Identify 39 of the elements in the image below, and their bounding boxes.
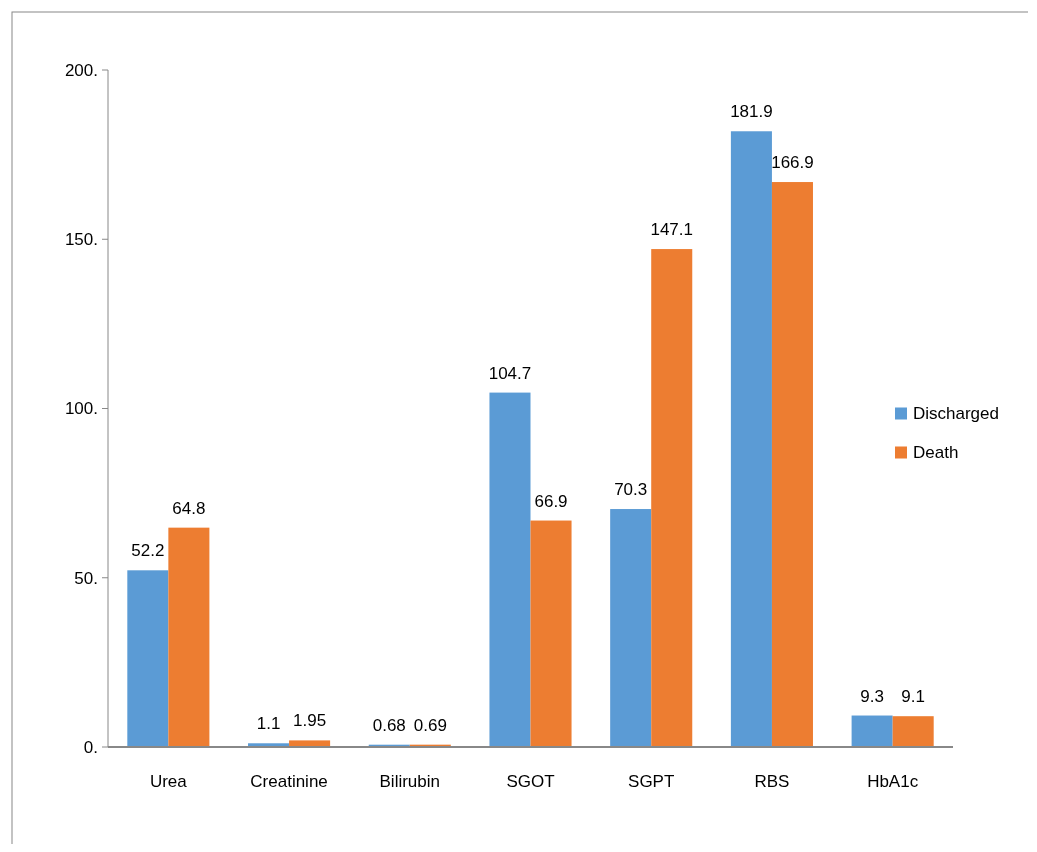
data-label: 181.9 bbox=[730, 102, 773, 122]
data-label: 1.95 bbox=[293, 711, 327, 731]
bar bbox=[892, 716, 934, 747]
y-tick-label: 150. bbox=[64, 230, 98, 250]
data-label: 9.1 bbox=[901, 687, 925, 707]
bar bbox=[289, 740, 331, 747]
bar bbox=[127, 570, 169, 747]
data-label: 166.9 bbox=[771, 153, 814, 173]
x-tick-label: Urea bbox=[149, 772, 188, 791]
bar bbox=[851, 715, 893, 747]
data-label: 0.69 bbox=[413, 715, 447, 735]
data-label: 147.1 bbox=[650, 220, 694, 240]
x-tick-label: HbA1c bbox=[867, 772, 919, 791]
data-label: 70.3 bbox=[614, 480, 648, 500]
x-tick-label: Bilirubin bbox=[379, 772, 441, 791]
legend-label: Discharged bbox=[913, 404, 999, 424]
y-tick-label: 100. bbox=[64, 399, 98, 419]
y-tick-label: 0. bbox=[83, 737, 98, 757]
data-label: 52.2 bbox=[131, 541, 165, 561]
x-tick-label: SGPT bbox=[628, 772, 675, 791]
x-tick-label: Creatinine bbox=[250, 772, 328, 791]
data-label: 104.7 bbox=[488, 363, 532, 383]
bar bbox=[489, 392, 531, 747]
bar bbox=[168, 527, 210, 747]
data-label: 64.8 bbox=[172, 498, 206, 518]
y-tick-label: 50. bbox=[74, 568, 98, 588]
bar bbox=[530, 520, 572, 747]
y-tick-label: 200. bbox=[64, 60, 98, 80]
bar bbox=[651, 249, 693, 747]
x-tick-label: SGOT bbox=[506, 772, 555, 791]
data-label: 1.1 bbox=[256, 714, 281, 734]
x-tick-label: RBS bbox=[754, 772, 790, 791]
data-label: 9.3 bbox=[860, 686, 884, 706]
bar bbox=[730, 131, 772, 747]
bar bbox=[610, 509, 652, 747]
data-label: 0.68 bbox=[372, 715, 406, 735]
legend-label: Death bbox=[913, 443, 959, 463]
data-label: 66.9 bbox=[534, 491, 568, 511]
bar bbox=[771, 182, 813, 747]
